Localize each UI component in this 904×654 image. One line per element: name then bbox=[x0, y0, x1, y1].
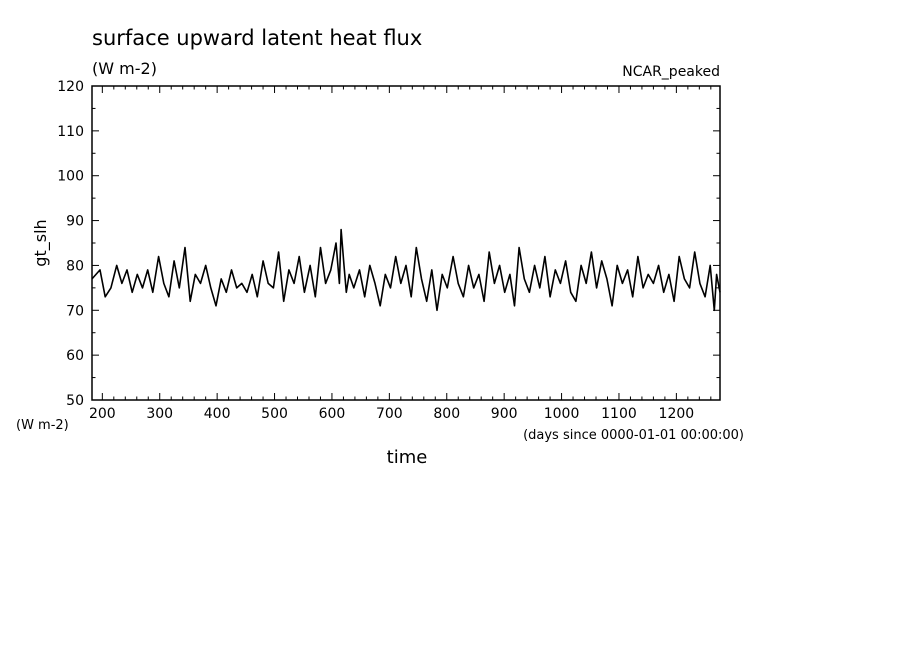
y-tick-label: 90 bbox=[66, 214, 84, 230]
plot-frame bbox=[91, 85, 721, 401]
y-tick-label: 50 bbox=[66, 393, 84, 409]
x-tick-label: 200 bbox=[89, 406, 116, 422]
x-tick-label: 300 bbox=[146, 406, 173, 422]
y-tick-label: 70 bbox=[66, 303, 84, 319]
x-tick-label: 500 bbox=[261, 406, 288, 422]
x-axis-label: time bbox=[387, 447, 428, 468]
chart-title: surface upward latent heat flux bbox=[92, 26, 422, 50]
y-tick-label: 100 bbox=[57, 169, 84, 185]
x-tick-label: 1000 bbox=[544, 406, 580, 422]
x-axis-ticks: 200 300 400 500 600 700 800 900 1000 1100 1200 bbox=[89, 86, 712, 422]
y-tick-label: 110 bbox=[57, 124, 84, 140]
x-tick-label: 700 bbox=[376, 406, 403, 422]
x-tick-label: 900 bbox=[491, 406, 518, 422]
series-line bbox=[91, 228, 721, 312]
y-tick-label: 80 bbox=[66, 258, 84, 274]
x-axis-units: (days since 0000-01-01 00:00:00) bbox=[523, 428, 744, 443]
y-axis-units: (W m-2) bbox=[16, 418, 69, 433]
y-axis-label: gt_slh bbox=[31, 219, 51, 266]
x-tick-label: 1100 bbox=[601, 406, 637, 422]
x-tick-label: 600 bbox=[319, 406, 346, 422]
x-tick-label: 800 bbox=[433, 406, 460, 422]
x-tick-label: 1200 bbox=[659, 406, 695, 422]
experiment-label: NCAR_peaked bbox=[622, 64, 720, 80]
y-axis-ticks: 50 60 70 80 90 100 110 120 bbox=[57, 79, 720, 409]
y-tick-label: 120 bbox=[57, 79, 84, 95]
x-tick-label: 400 bbox=[204, 406, 231, 422]
chart-units: (W m-2) bbox=[92, 59, 157, 78]
y-tick-label: 60 bbox=[66, 348, 84, 364]
